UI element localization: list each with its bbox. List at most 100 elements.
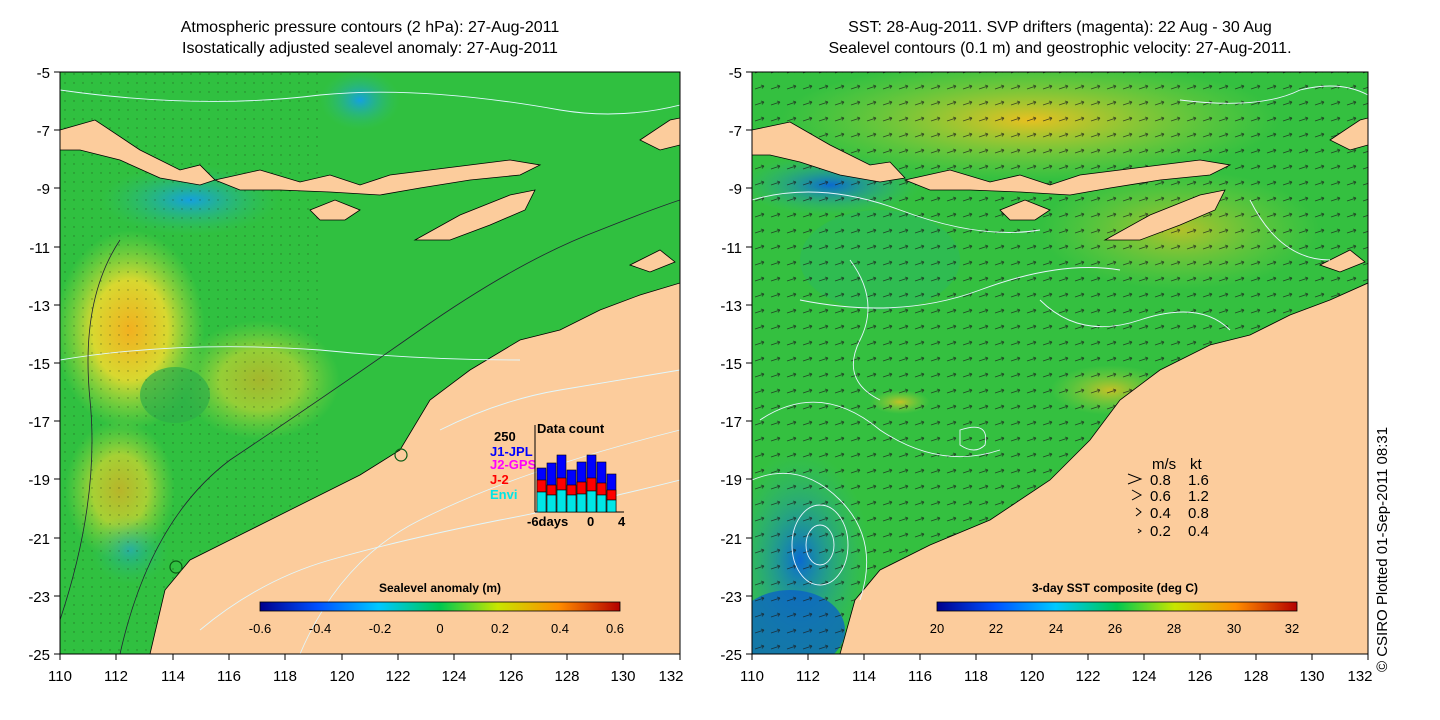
right-timor	[1103, 189, 1226, 241]
left-map	[60, 72, 680, 654]
csiro-credit: © CSIRO Plotted 01-Sep-2011 08:31	[1374, 426, 1391, 672]
left-cbar-tick: 0.6	[606, 621, 624, 636]
mission-envi: Envi	[490, 487, 517, 502]
left-title-line1: Atmospheric pressure contours (2 hPa): 2…	[180, 19, 560, 36]
data-count-xlabel: 4	[618, 514, 626, 529]
left-ytick: -23	[28, 589, 50, 606]
data-count-bars	[536, 454, 617, 513]
left-timor	[413, 189, 536, 241]
velocity-legend: m/s kt 0.8 1.6 0.6 1.2 0.4 0.8 0.2 0.4	[1127, 456, 1209, 540]
right-map	[752, 72, 1368, 654]
left-ytick: -13	[28, 298, 50, 315]
legend-kt-value: 1.2	[1188, 488, 1209, 505]
right-xtick: 126	[1187, 668, 1212, 685]
left-colorbar-label: Sealevel anomaly (m)	[379, 581, 501, 595]
mission-j-2: J-2	[490, 472, 509, 487]
left-ytick: -11	[29, 240, 50, 257]
left-colorbar: Sealevel anomaly (m) -0.6 -0.4 -0.2 0 0.…	[249, 581, 624, 636]
right-ytick: -5	[729, 65, 742, 82]
left-ytick: -7	[37, 123, 50, 140]
left-cbar-tick: 0.2	[491, 621, 509, 636]
left-ytick: -17	[28, 414, 50, 431]
right-xtick: 112	[796, 668, 820, 685]
right-xtick: 122	[1075, 668, 1100, 685]
right-xtick: 114	[852, 668, 876, 685]
right-sumba	[999, 199, 1051, 221]
left-xtick: 126	[498, 668, 523, 685]
left-xtick: 118	[273, 668, 297, 685]
data-count-inset: Data count 250 J1-JPL J2-GPS J-2 Envi -6…	[490, 421, 626, 529]
legend-header-ms: m/s	[1152, 456, 1176, 473]
right-australia	[839, 282, 1368, 654]
legend-arrow-icon	[1131, 489, 1143, 501]
legend-ms-value: 0.2	[1150, 523, 1171, 540]
left-title-line2: Isostatically adjusted sealevel anomaly:…	[182, 40, 558, 57]
data-count-max: 250	[494, 429, 516, 444]
legend-arrow-icon	[1135, 507, 1142, 517]
left-xtick: 120	[329, 668, 354, 685]
left-cbar-tick: -0.4	[309, 621, 331, 636]
left-xtick: 112	[104, 668, 128, 685]
legend-ms-value: 0.6	[1150, 488, 1171, 505]
right-map-title: SST: 28-Aug-2011. SVP drifters (magenta)…	[752, 17, 1368, 59]
legend-arrow-icon	[1137, 528, 1142, 534]
legend-kt-value: 1.6	[1188, 472, 1209, 489]
right-colorbar: 3-day SST composite (deg C) 20 22 24 26 …	[930, 581, 1299, 636]
legend-kt-value: 0.4	[1188, 523, 1209, 540]
right-xtick: 132	[1347, 668, 1372, 685]
left-xtick: 110	[48, 668, 72, 685]
right-xtick: 116	[908, 668, 932, 685]
left-xtick: 114	[161, 668, 185, 685]
right-java-bali	[752, 121, 906, 183]
right-ytick: -19	[720, 472, 742, 489]
mission-j1-jpl: J1-JPL	[490, 444, 533, 459]
data-count-xlabel: -6days	[527, 514, 568, 529]
left-xtick: 128	[554, 668, 579, 685]
right-ytick: -7	[729, 123, 742, 140]
right-lesser-sunda	[903, 159, 1232, 196]
right-cbar-tick: 26	[1108, 621, 1122, 636]
right-cbar-tick: 32	[1285, 621, 1299, 636]
left-lesser-sunda	[213, 159, 542, 196]
left-ytick: -5	[37, 65, 50, 82]
legend-arrow-icon	[1127, 473, 1143, 485]
right-xtick: 128	[1243, 668, 1268, 685]
left-xtick: 122	[385, 668, 410, 685]
right-cbar-tick: 24	[1049, 621, 1063, 636]
left-australia	[149, 282, 680, 654]
left-sumba	[309, 199, 361, 221]
right-xtick: 118	[964, 668, 988, 685]
left-ytick: -25	[28, 647, 50, 664]
right-colorbar-label: 3-day SST composite (deg C)	[1032, 581, 1198, 595]
right-xtick: 124	[1131, 668, 1156, 685]
right-title-line1: SST: 28-Aug-2011. SVP drifters (magenta)…	[848, 19, 1272, 36]
left-ytick: -15	[28, 356, 50, 373]
left-cbar-tick: 0.4	[551, 621, 569, 636]
left-xtick: 130	[610, 668, 635, 685]
left-xtick: 124	[441, 668, 466, 685]
right-ytick: -25	[720, 647, 742, 664]
left-ytick: -21	[28, 531, 50, 548]
legend-ms-value: 0.4	[1150, 505, 1171, 522]
left-axes: 110 112 114 116 118 120 122 124 126 128 …	[28, 65, 683, 685]
right-ytick: -17	[720, 414, 742, 431]
data-count-xlabel: 0	[587, 514, 594, 529]
left-java-bali	[60, 119, 216, 186]
legend-header-kt: kt	[1190, 456, 1203, 473]
left-ytick: -19	[28, 472, 50, 489]
right-ytick: -23	[720, 589, 742, 606]
right-cbar-tick: 22	[989, 621, 1003, 636]
left-xtick: 132	[658, 668, 683, 685]
right-xtick: 130	[1299, 668, 1324, 685]
right-ytick: -13	[720, 298, 742, 315]
left-island-ne	[639, 117, 680, 151]
right-ytick: -9	[729, 181, 742, 198]
left-cbar-tick: -0.2	[369, 621, 391, 636]
right-ytick: -21	[720, 531, 742, 548]
left-cbar-tick: -0.6	[249, 621, 271, 636]
right-xtick: 110	[740, 668, 764, 685]
legend-ms-value: 0.8	[1150, 472, 1171, 489]
right-axes: 110 112 114 116 118 120 122 124 126 128 …	[720, 65, 1372, 685]
mission-j2-gps: J2-GPS	[490, 457, 537, 472]
